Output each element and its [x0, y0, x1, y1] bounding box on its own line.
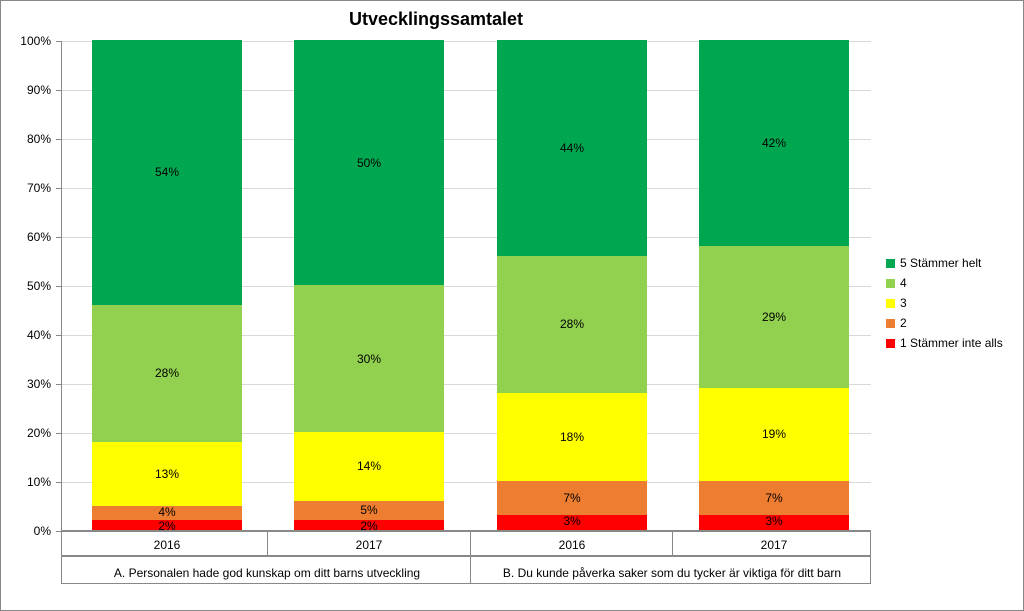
bar-segment: 7%	[699, 481, 849, 515]
bar-segment: 2%	[92, 520, 242, 530]
bar-segment: 42%	[699, 40, 849, 246]
x-tick-label: 2016	[497, 538, 647, 552]
y-tick-mark	[56, 286, 61, 287]
data-label: 4%	[158, 505, 175, 519]
data-label: 28%	[155, 366, 179, 380]
y-tick-label: 60%	[11, 230, 51, 244]
y-tick-mark	[56, 139, 61, 140]
y-tick-label: 10%	[11, 475, 51, 489]
x-cell-divider	[267, 531, 268, 556]
bar-segment: 7%	[497, 481, 647, 515]
y-tick-label: 50%	[11, 279, 51, 293]
data-label: 29%	[762, 310, 786, 324]
chart-container: Utvecklingssamtalet 2%4%13%28%54%20162%5…	[0, 0, 1024, 611]
bar: 2%5%14%30%50%2017	[294, 40, 444, 530]
legend-item: 1 Stämmer inte alls	[886, 336, 1003, 350]
y-tick-mark	[56, 531, 61, 532]
y-tick-label: 0%	[11, 524, 51, 538]
legend-item: 4	[886, 276, 1003, 290]
data-label: 7%	[765, 491, 782, 505]
bar: 3%7%19%29%42%2017	[699, 40, 849, 530]
data-label: 13%	[155, 467, 179, 481]
bar-segment: 2%	[294, 520, 444, 530]
data-label: 28%	[560, 317, 584, 331]
data-label: 2%	[158, 519, 175, 533]
group-label: B. Du kunde påverka saker som du tycker …	[466, 566, 878, 580]
legend-label: 4	[900, 276, 907, 290]
data-label: 14%	[357, 459, 381, 473]
y-tick-label: 70%	[11, 181, 51, 195]
legend-label: 1 Stämmer inte alls	[900, 336, 1003, 350]
data-label: 5%	[360, 503, 377, 517]
x-cell-divider	[672, 531, 673, 556]
bar-segment: 28%	[497, 256, 647, 393]
bar-segment: 29%	[699, 246, 849, 388]
y-tick-mark	[56, 41, 61, 42]
bar-segment: 54%	[92, 40, 242, 305]
legend-swatch	[886, 259, 895, 268]
data-label: 3%	[765, 514, 782, 528]
x-tick-label: 2016	[92, 538, 242, 552]
x-tick-label: 2017	[699, 538, 849, 552]
y-tick-mark	[56, 335, 61, 336]
x-tick-label: 2017	[294, 538, 444, 552]
bar: 3%7%18%28%44%2016	[497, 40, 647, 530]
legend-swatch	[886, 319, 895, 328]
y-tick-label: 20%	[11, 426, 51, 440]
legend-label: 2	[900, 316, 907, 330]
bar-segment: 13%	[92, 442, 242, 506]
y-tick-mark	[56, 482, 61, 483]
bar-segment: 3%	[699, 515, 849, 530]
bar-segment: 4%	[92, 506, 242, 521]
y-tick-label: 80%	[11, 132, 51, 146]
legend: 5 Stämmer helt 4 3 2 1 Stämmer inte alls	[886, 256, 1003, 356]
legend-swatch	[886, 339, 895, 348]
bar-segment: 50%	[294, 40, 444, 285]
legend-item: 3	[886, 296, 1003, 310]
data-label: 30%	[357, 352, 381, 366]
y-tick-mark	[56, 384, 61, 385]
bar-segment: 28%	[92, 305, 242, 442]
legend-label: 5 Stämmer helt	[900, 256, 981, 270]
bar-segment: 18%	[497, 393, 647, 481]
y-tick-label: 90%	[11, 83, 51, 97]
bar-segment: 5%	[294, 501, 444, 521]
y-tick-label: 100%	[11, 34, 51, 48]
plot-area: 2%4%13%28%54%20162%5%14%30%50%20173%7%18…	[61, 41, 871, 531]
data-label: 19%	[762, 427, 786, 441]
bar: 2%4%13%28%54%2016	[92, 40, 242, 530]
y-tick-mark	[56, 188, 61, 189]
legend-label: 3	[900, 296, 907, 310]
bar-segment: 19%	[699, 388, 849, 481]
data-label: 3%	[563, 514, 580, 528]
group-label: A. Personalen hade god kunskap om ditt b…	[61, 566, 473, 580]
data-label: 54%	[155, 165, 179, 179]
y-tick-label: 40%	[11, 328, 51, 342]
data-label: 2%	[360, 519, 377, 533]
legend-item: 2	[886, 316, 1003, 330]
legend-item: 5 Stämmer helt	[886, 256, 1003, 270]
legend-swatch	[886, 279, 895, 288]
bar-segment: 14%	[294, 432, 444, 501]
legend-swatch	[886, 299, 895, 308]
y-tick-mark	[56, 237, 61, 238]
y-tick-label: 30%	[11, 377, 51, 391]
data-label: 42%	[762, 136, 786, 150]
bar-segment: 3%	[497, 515, 647, 530]
data-label: 18%	[560, 430, 584, 444]
bar-segment: 44%	[497, 40, 647, 256]
data-label: 44%	[560, 141, 584, 155]
chart-title: Utvecklingssamtalet	[1, 9, 871, 30]
y-tick-mark	[56, 433, 61, 434]
y-tick-mark	[56, 90, 61, 91]
bar-segment: 30%	[294, 285, 444, 432]
data-label: 7%	[563, 491, 580, 505]
data-label: 50%	[357, 156, 381, 170]
